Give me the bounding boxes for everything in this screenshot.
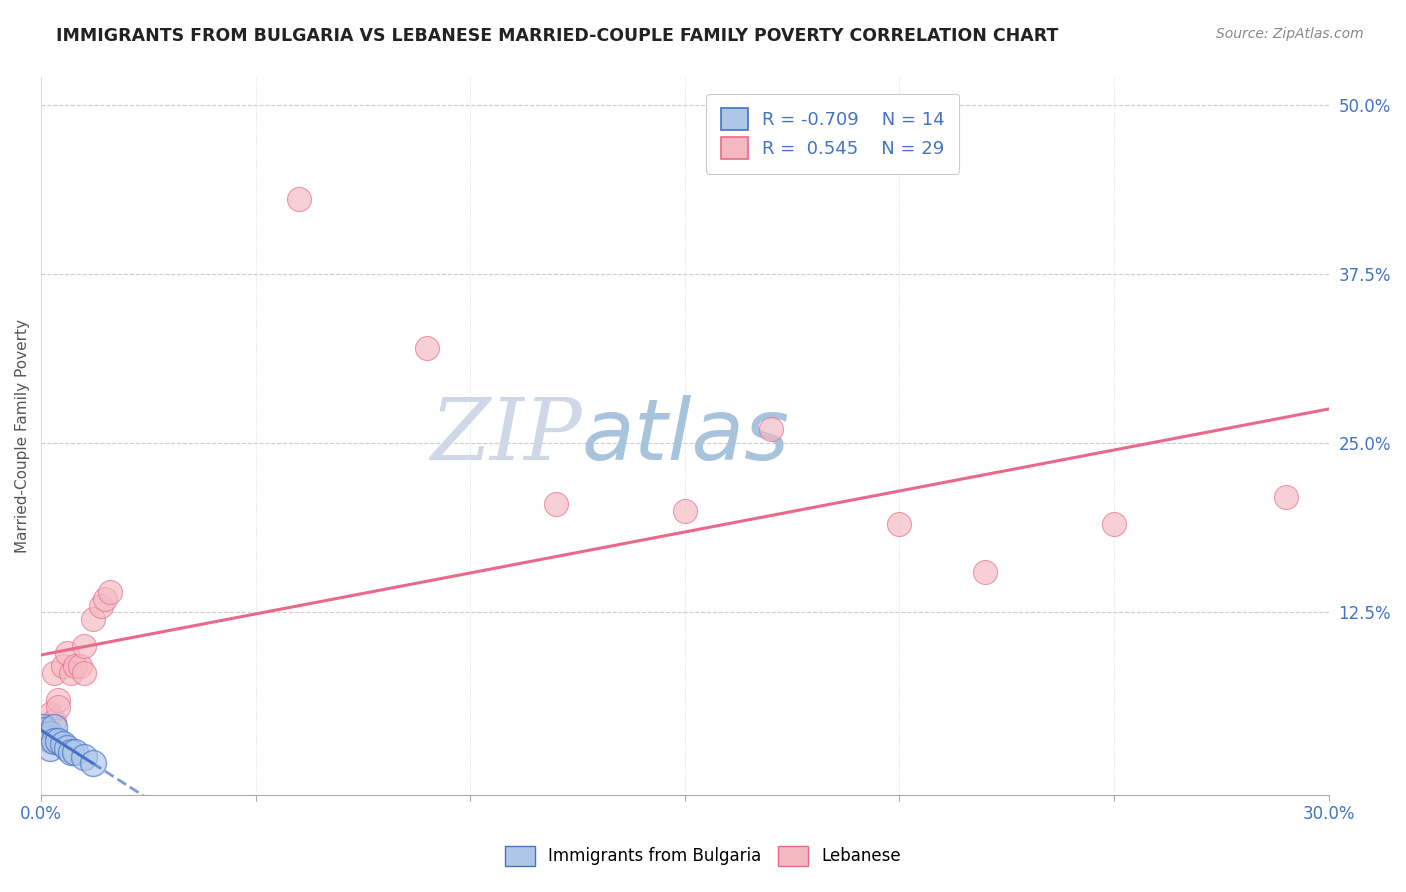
Point — [90, 599, 112, 613]
Point — [52, 659, 75, 673]
Point — [37, 731, 59, 746]
Point — [65, 745, 87, 759]
Point — [98, 585, 121, 599]
Point — [32, 720, 55, 734]
Point — [673, 504, 696, 518]
Point — [974, 565, 997, 579]
Text: Source: ZipAtlas.com: Source: ZipAtlas.com — [1216, 27, 1364, 41]
Y-axis label: Married-Couple Family Poverty: Married-Couple Family Poverty — [15, 319, 30, 553]
Point — [42, 666, 65, 681]
Point — [82, 756, 104, 770]
Point — [759, 422, 782, 436]
Point — [546, 497, 568, 511]
Point — [42, 734, 65, 748]
Point — [46, 693, 69, 707]
Point — [73, 666, 96, 681]
Point — [46, 700, 69, 714]
Text: ZIP: ZIP — [430, 395, 582, 477]
Point — [1274, 490, 1296, 504]
Point — [42, 720, 65, 734]
Text: atlas: atlas — [582, 395, 790, 478]
Point — [889, 517, 911, 532]
Point — [42, 714, 65, 728]
Legend: R = -0.709    N = 14, R =  0.545    N = 29: R = -0.709 N = 14, R = 0.545 N = 29 — [706, 94, 959, 174]
Point — [46, 734, 69, 748]
Point — [38, 740, 60, 755]
Point — [1102, 517, 1125, 532]
Point — [56, 646, 79, 660]
Point — [73, 750, 96, 764]
Point — [38, 727, 60, 741]
Text: IMMIGRANTS FROM BULGARIA VS LEBANESE MARRIED-COUPLE FAMILY POVERTY CORRELATION C: IMMIGRANTS FROM BULGARIA VS LEBANESE MAR… — [56, 27, 1059, 45]
Point — [56, 740, 79, 755]
Point — [69, 659, 91, 673]
Point — [60, 745, 83, 759]
Point — [416, 341, 439, 355]
Point — [287, 192, 309, 206]
Point — [34, 727, 56, 741]
Point — [34, 723, 56, 737]
Point — [52, 737, 75, 751]
Point — [65, 659, 87, 673]
Legend: Immigrants from Bulgaria, Lebanese: Immigrants from Bulgaria, Lebanese — [492, 832, 914, 880]
Point — [32, 720, 55, 734]
Point — [34, 720, 56, 734]
Point — [60, 666, 83, 681]
Point — [94, 591, 117, 606]
Point — [82, 612, 104, 626]
Point — [73, 639, 96, 653]
Point — [38, 734, 60, 748]
Point — [38, 706, 60, 721]
